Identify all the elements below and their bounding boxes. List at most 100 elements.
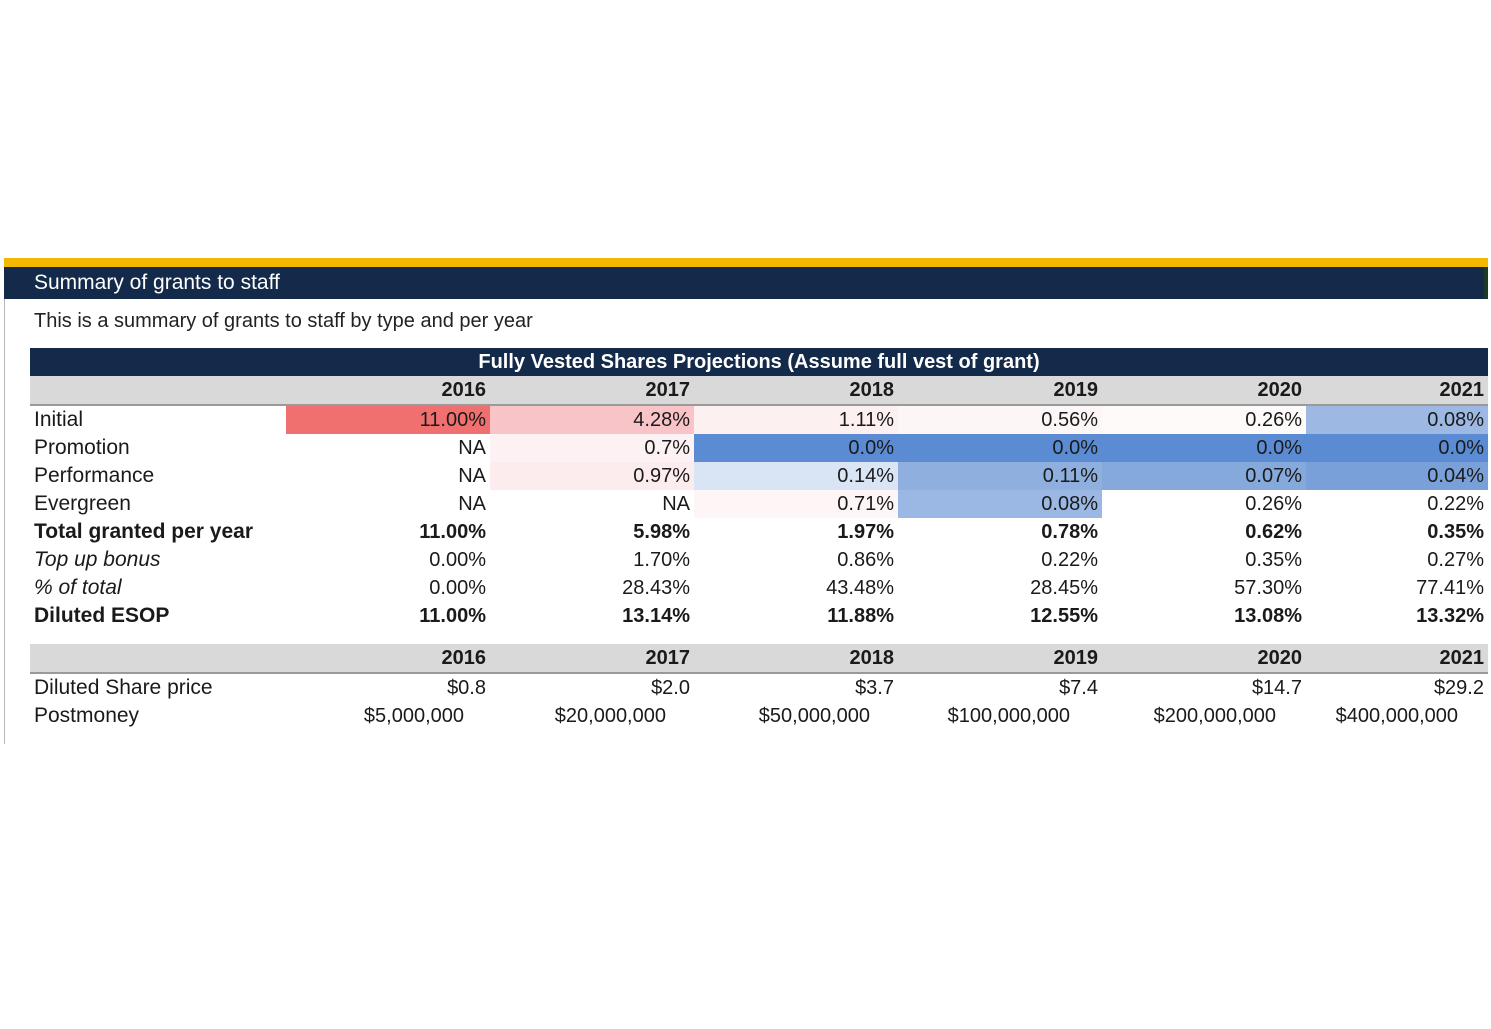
value-cell: NA bbox=[458, 437, 486, 459]
value-cell: 13.08% bbox=[1234, 605, 1302, 627]
value-cell: 0.78% bbox=[1041, 521, 1098, 543]
value-cell: 0.26% bbox=[1245, 493, 1302, 515]
esop-summary-sheet: Summary of grants to staff This is a sum… bbox=[4, 258, 1488, 744]
value-cell: 0.97% bbox=[490, 462, 694, 490]
table-row-postmoney: Postmoney $5,000,000 $20,000,000 $50,000… bbox=[30, 702, 1488, 730]
row-label: % of total bbox=[34, 576, 122, 599]
value-cell: $3.7 bbox=[855, 677, 894, 699]
value-cell: 1.11% bbox=[694, 406, 898, 434]
year-header-row: 2016 2017 2018 2019 2020 2021 bbox=[30, 376, 1488, 404]
value-cell: 5.98% bbox=[633, 521, 690, 543]
year-header-cell: 2016 bbox=[441, 379, 487, 401]
accent-bar bbox=[4, 258, 1488, 267]
year-header-cell: 2019 bbox=[1053, 379, 1099, 401]
value-cell: 0.86% bbox=[837, 549, 894, 571]
value-cell: 1.97% bbox=[837, 521, 894, 543]
value-cell: 57.30% bbox=[1234, 577, 1302, 599]
table-row-percent-of-total: % of total 0.00% 28.43% 43.48% 28.45% 57… bbox=[30, 574, 1488, 602]
year-header-cell: 2019 bbox=[1053, 647, 1099, 669]
table-row-evergreen: Evergreen NA NA 0.71% 0.08% 0.26% 0.22% bbox=[30, 490, 1488, 518]
value-cell: 0.04% bbox=[1306, 462, 1488, 490]
year-header-cell: 2017 bbox=[645, 379, 691, 401]
value-cell: NA bbox=[458, 493, 486, 515]
value-cell: 0.22% bbox=[1041, 549, 1098, 571]
value-cell: 0.27% bbox=[1427, 549, 1484, 571]
row-label: Promotion bbox=[34, 436, 130, 459]
row-label: Diluted Share price bbox=[34, 676, 213, 699]
section-title: Summary of grants to staff bbox=[34, 271, 280, 294]
year-header-cell: 2016 bbox=[441, 647, 487, 669]
row-label: Postmoney bbox=[34, 704, 140, 727]
value-cell: 0.35% bbox=[1427, 521, 1484, 543]
value-cell: $20,000,000 bbox=[554, 705, 666, 727]
year-header-cell: 2020 bbox=[1257, 379, 1303, 401]
price-year-header-row: 2016 2017 2018 2019 2020 2021 bbox=[30, 644, 1488, 672]
value-cell: 0.00% bbox=[429, 577, 486, 599]
value-cell: $7.4 bbox=[1059, 677, 1098, 699]
value-cell: 43.48% bbox=[826, 577, 894, 599]
value-cell: 13.32% bbox=[1416, 605, 1484, 627]
value-cell: 11.00% bbox=[419, 605, 486, 627]
row-label: Initial bbox=[34, 408, 84, 431]
value-cell: 0.56% bbox=[898, 406, 1102, 434]
value-cell: 0.35% bbox=[1245, 549, 1302, 571]
header-divider bbox=[30, 672, 1488, 674]
value-cell: 0.07% bbox=[1102, 462, 1306, 490]
value-cell: $2.0 bbox=[651, 677, 690, 699]
table-title: Fully Vested Shares Projections (Assume … bbox=[30, 348, 1488, 376]
value-cell: $29.2 bbox=[1433, 677, 1484, 699]
year-header-cell: 2017 bbox=[645, 647, 691, 669]
value-cell: NA bbox=[458, 465, 486, 487]
value-cell: 0.0% bbox=[898, 434, 1102, 462]
table-row-initial: Initial 11.00% 4.28% 1.11% 0.56% 0.26% 0… bbox=[30, 406, 1488, 434]
value-cell: 11.00% bbox=[419, 521, 486, 543]
value-cell: 13.14% bbox=[622, 605, 690, 627]
value-cell: 0.08% bbox=[1306, 406, 1488, 434]
title-bar-edge bbox=[1484, 267, 1488, 299]
value-cell: 0.7% bbox=[490, 434, 694, 462]
value-cell: 11.00% bbox=[286, 406, 490, 434]
value-cell: 77.41% bbox=[1416, 577, 1484, 599]
row-label: Performance bbox=[34, 464, 155, 487]
value-cell: 11.88% bbox=[827, 605, 894, 627]
table-row-promotion: Promotion NA 0.7% 0.0% 0.0% 0.0% 0.0% bbox=[30, 434, 1488, 462]
value-cell: $200,000,000 bbox=[1153, 705, 1276, 727]
value-cell: 0.0% bbox=[1306, 434, 1488, 462]
row-label: Evergreen bbox=[34, 492, 131, 515]
table-row-share-price: Diluted Share price $0.8 $2.0 $3.7 $7.4 … bbox=[30, 674, 1488, 702]
value-cell: NA bbox=[662, 493, 690, 515]
value-cell: 0.11% bbox=[898, 462, 1102, 490]
value-cell: 0.0% bbox=[1102, 434, 1306, 462]
value-cell: $0.8 bbox=[447, 677, 486, 699]
header-divider bbox=[30, 404, 1488, 406]
table-row-top-up-bonus: Top up bonus 0.00% 1.70% 0.86% 0.22% 0.3… bbox=[30, 546, 1488, 574]
year-header-cell: 2021 bbox=[1439, 647, 1485, 669]
value-cell: $5,000,000 bbox=[363, 705, 464, 727]
left-border bbox=[4, 299, 5, 744]
year-header-cell: 2020 bbox=[1257, 647, 1303, 669]
value-cell: 0.14% bbox=[694, 462, 898, 490]
row-label: Diluted ESOP bbox=[34, 604, 170, 627]
value-cell: 0.22% bbox=[1427, 493, 1484, 515]
value-cell: 0.08% bbox=[898, 490, 1102, 518]
value-cell: 28.45% bbox=[1030, 577, 1098, 599]
table-row-performance: Performance NA 0.97% 0.14% 0.11% 0.07% 0… bbox=[30, 462, 1488, 490]
row-label: Top up bonus bbox=[34, 548, 161, 571]
year-header-cell: 2021 bbox=[1439, 379, 1485, 401]
value-cell: $400,000,000 bbox=[1335, 705, 1458, 727]
row-label: Total granted per year bbox=[34, 520, 254, 543]
value-cell: $50,000,000 bbox=[758, 705, 870, 727]
table-row-diluted-esop: Diluted ESOP 11.00% 13.14% 11.88% 12.55%… bbox=[30, 602, 1488, 630]
value-cell: 0.62% bbox=[1245, 521, 1302, 543]
year-header-cell: 2018 bbox=[849, 647, 895, 669]
value-cell: 28.43% bbox=[622, 577, 690, 599]
value-cell: $14.7 bbox=[1251, 677, 1302, 699]
value-cell: 0.00% bbox=[429, 549, 486, 571]
value-cell: 0.26% bbox=[1102, 406, 1306, 434]
value-cell: 4.28% bbox=[490, 406, 694, 434]
value-cell: 0.0% bbox=[694, 434, 898, 462]
value-cell: 0.71% bbox=[694, 490, 898, 518]
table-row-total-granted: Total granted per year 11.00% 5.98% 1.97… bbox=[30, 518, 1488, 546]
year-header-cell: 2018 bbox=[849, 379, 895, 401]
value-cell: 12.55% bbox=[1030, 605, 1098, 627]
